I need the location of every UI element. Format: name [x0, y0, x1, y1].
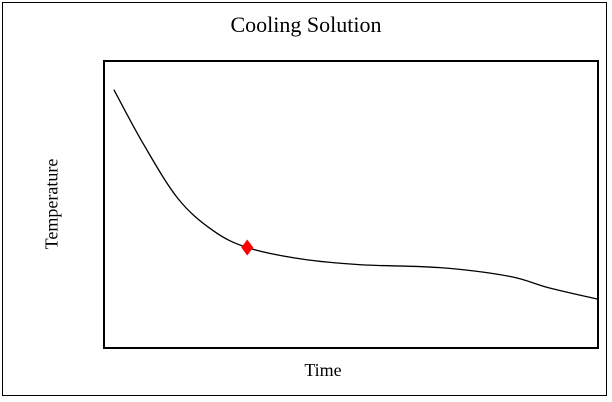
diamond-marker-0 — [241, 239, 254, 256]
plot-area — [103, 60, 599, 349]
series-line-0 — [113, 89, 599, 300]
series-layer — [113, 89, 599, 300]
chart-title: Cooling Solution — [230, 12, 382, 37]
x-axis-label: Time — [304, 360, 342, 380]
figure-frame — [2, 2, 607, 396]
marker-layer — [241, 239, 254, 256]
